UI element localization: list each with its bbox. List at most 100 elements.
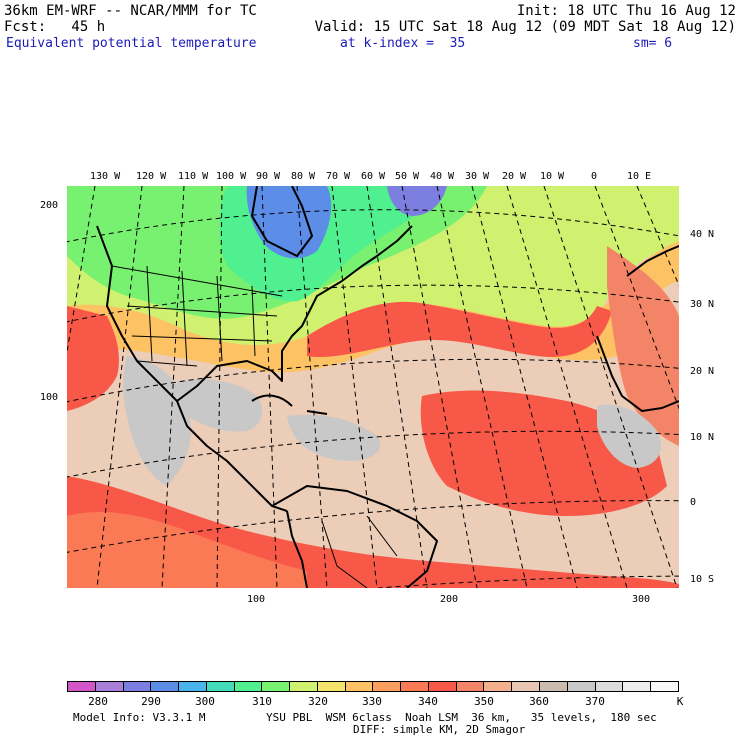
- hudson-bay-coast: [251, 186, 313, 257]
- colorbar-swatch: [373, 682, 402, 691]
- state-border: [146, 265, 153, 362]
- forecast-hour: Fcst: 45 h: [4, 19, 106, 35]
- lon-label: 0: [591, 171, 598, 182]
- state-border: [126, 305, 278, 317]
- init-time: Init: 18 UTC Thu 16 Aug 12: [516, 3, 736, 19]
- us-canada-border: [111, 265, 283, 297]
- lon-line: [161, 186, 185, 588]
- colorbar-label: 360: [529, 695, 549, 708]
- colorbar-label: 340: [418, 695, 438, 708]
- colorbar-swatch: [345, 682, 374, 691]
- dry-region-caribbean: [287, 414, 381, 461]
- colorbar-swatch: [456, 682, 485, 691]
- cuba-coast: [251, 394, 293, 407]
- colorbar-swatch: [68, 682, 96, 691]
- colorbar-swatch: [234, 682, 263, 691]
- lat-label: 10 S: [690, 574, 715, 585]
- colorbar-label: 350: [474, 695, 494, 708]
- colorbar-label: 300: [195, 695, 215, 708]
- lon-line: [506, 186, 628, 588]
- physics-info: YSU PBL WSM 6class Noah LSM 36 km, 35 le…: [266, 711, 657, 724]
- lon-label: 40 W: [430, 171, 455, 182]
- grid-label-x: 300: [632, 594, 651, 605]
- model-title: 36km EM-WRF -- NCAR/MMM for TC: [4, 3, 257, 19]
- west-coast-warm-region: [67, 306, 119, 411]
- colorbar-swatch: [179, 682, 207, 691]
- smoothing-info: sm= 6: [633, 36, 673, 51]
- lon-line: [543, 186, 678, 588]
- lat-line: [67, 500, 679, 553]
- state-border: [251, 285, 256, 357]
- lat-line: [67, 284, 679, 323]
- lon-label: 90 W: [256, 171, 281, 182]
- valid-time: Valid: 15 UTC Sat 18 Aug 12 (09 MDT Sat …: [314, 19, 736, 35]
- level-info: at k-index = 35: [340, 36, 466, 51]
- lat-label: 20 N: [690, 366, 715, 377]
- graticule: [67, 186, 679, 588]
- grid-label-x: 200: [440, 594, 459, 605]
- colorbar-swatch: [151, 682, 180, 691]
- colorbar-swatch: [595, 682, 624, 691]
- lat-line: [67, 430, 679, 478]
- map-canvas: [67, 186, 679, 588]
- colorbar: [67, 681, 679, 692]
- colorbar-label: 330: [362, 695, 382, 708]
- lat-line: [371, 575, 679, 588]
- central-america-coast: [176, 400, 288, 512]
- lon-label: 70 W: [326, 171, 351, 182]
- dry-region-mexico: [123, 356, 191, 486]
- lon-line: [331, 186, 378, 588]
- lat-line: [67, 358, 679, 403]
- lon-label: 130 W: [90, 171, 121, 182]
- colorbar-swatch: [123, 682, 152, 691]
- colorbar-swatch: [262, 682, 291, 691]
- grid-label-y: 200: [40, 200, 59, 211]
- lat-label: 0: [690, 497, 697, 508]
- lon-line: [96, 186, 143, 588]
- colorbar-swatch: [428, 682, 457, 691]
- colorbar-swatch: [95, 682, 124, 691]
- andes-coast: [286, 510, 308, 588]
- lon-line: [471, 186, 578, 588]
- lat-label: 40 N: [690, 229, 715, 240]
- field-name: Equivalent potential temperature: [6, 36, 257, 51]
- colorbar-unit: K: [676, 695, 684, 708]
- lon-line: [261, 186, 278, 588]
- state-border: [131, 335, 273, 342]
- lat-label: 10 N: [690, 432, 715, 443]
- colorbar-swatch: [401, 682, 429, 691]
- lon-label: 120 W: [136, 171, 167, 182]
- colorbar-swatch: [206, 682, 235, 691]
- grid-label-x: 100: [247, 594, 266, 605]
- theta-e-map: [67, 186, 679, 588]
- lon-label: 60 W: [361, 171, 386, 182]
- colorbar-swatch: [540, 682, 568, 691]
- lon-line: [366, 186, 428, 588]
- state-border: [216, 275, 223, 362]
- colorbar-swatch: [290, 682, 318, 691]
- model-info: Model Info: V3.3.1 M: [73, 711, 206, 724]
- south-america-coast: [271, 485, 438, 588]
- lon-label: 30 W: [465, 171, 490, 182]
- saharan-warm-region: [607, 246, 679, 446]
- country-border: [366, 515, 398, 557]
- grid-label-y: 100: [40, 392, 59, 403]
- political-borders: [111, 265, 398, 588]
- lon-line: [636, 186, 679, 287]
- colorbar-label: 310: [252, 695, 272, 708]
- lon-line: [436, 186, 528, 588]
- state-border: [181, 270, 188, 367]
- moist-band-north: [307, 301, 612, 358]
- lon-label: 100 W: [216, 171, 247, 182]
- labrador-cold-pool: [387, 186, 447, 216]
- colorbar-swatch: [567, 682, 596, 691]
- north-america-coast: [96, 225, 413, 402]
- colorbar-swatch: [317, 682, 346, 691]
- lon-label: 50 W: [395, 171, 420, 182]
- colorbar-swatch: [651, 682, 678, 691]
- colorbar-label: 370: [585, 695, 605, 708]
- iberia-coast: [626, 245, 679, 277]
- lon-label: 20 W: [502, 171, 527, 182]
- colorbar-label: 320: [308, 695, 328, 708]
- lon-label: 10 W: [540, 171, 565, 182]
